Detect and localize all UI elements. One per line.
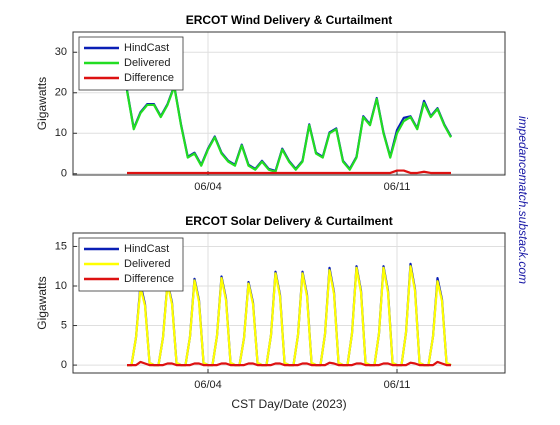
y-tick-label: 20 — [55, 87, 67, 99]
series-line — [127, 169, 451, 175]
chart-title: ERCOT Solar Delivery & Curtailment — [185, 214, 392, 228]
series-line — [125, 85, 452, 173]
legend-label: HindCast — [124, 243, 169, 255]
legend-label: Difference — [124, 72, 174, 84]
x-tick-label: 06/04 — [194, 379, 222, 391]
axes-frame — [72, 232, 506, 374]
series-line — [127, 360, 451, 367]
chart-title: ERCOT Wind Delivery & Curtailment — [186, 13, 393, 27]
legend-label: Delivered — [124, 258, 170, 270]
y-axis-label: Gigawatts — [35, 276, 49, 329]
y-tick-label: 0 — [61, 168, 67, 180]
axes-frame — [72, 31, 506, 176]
x-tick-label: 06/04 — [194, 181, 222, 193]
x-tick-label: 06/11 — [384, 181, 411, 193]
y-tick-label: 30 — [55, 46, 67, 58]
x-axis-label: CST Day/Date (2023) — [231, 397, 346, 411]
legend-label: HindCast — [124, 42, 169, 54]
y-axis-label: Gigawatts — [35, 77, 49, 130]
y-tick-label: 10 — [55, 280, 67, 292]
x-tick-label: 06/11 — [384, 379, 411, 391]
y-tick-label: 15 — [55, 240, 67, 252]
legend-label: Difference — [124, 273, 174, 285]
y-tick-label: 10 — [55, 127, 67, 139]
side-note: impedancematch.substack.com — [516, 116, 530, 284]
legend-label: Delivered — [124, 57, 170, 69]
y-tick-label: 5 — [61, 319, 67, 331]
y-tick-label: 0 — [61, 359, 67, 371]
